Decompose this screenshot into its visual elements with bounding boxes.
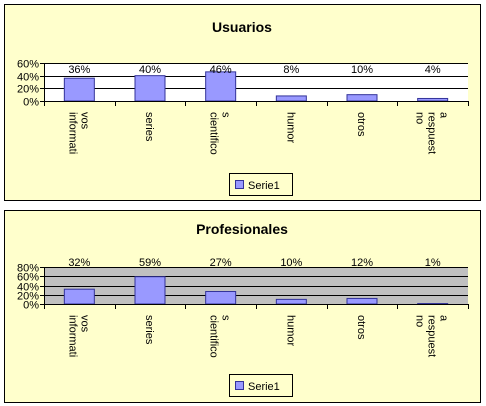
bar	[205, 71, 237, 102]
category-label: series	[143, 112, 155, 142]
data-label: 40%	[139, 64, 161, 76]
legend-label: Serie1	[248, 381, 280, 393]
category-label-line: a	[438, 112, 450, 119]
category-label: humor	[284, 112, 296, 144]
category-label-line: s	[220, 112, 232, 118]
legend-box	[229, 374, 293, 397]
y-tick-label: 20%	[17, 291, 39, 303]
category-label-line: informati	[66, 315, 78, 357]
y-tick-label: 80%	[17, 263, 39, 275]
y-tick-label: 60%	[17, 59, 39, 71]
bar	[63, 77, 95, 102]
category-label: cientificos	[208, 315, 232, 358]
data-label: 8%	[283, 64, 299, 76]
y-tick-label: 0%	[23, 300, 39, 312]
category-label-line: otros	[355, 315, 367, 340]
legend-box	[229, 173, 293, 196]
category-label-line: no	[414, 112, 426, 124]
bar	[417, 97, 449, 102]
bar	[346, 297, 378, 305]
bar	[134, 75, 166, 102]
category-label-line: humor	[284, 112, 296, 144]
y-tick-label: 0%	[23, 97, 39, 109]
y-tick-label: 40%	[17, 282, 39, 294]
category-label: otros	[355, 315, 367, 340]
chart-panel	[4, 210, 481, 403]
bar	[63, 288, 95, 305]
data-label: 10%	[351, 64, 373, 76]
data-label: 27%	[210, 257, 232, 269]
category-label-line: otros	[355, 112, 367, 137]
data-label: 32%	[68, 257, 90, 269]
bar	[275, 95, 307, 102]
y-tick-label: 20%	[17, 84, 39, 96]
category-label-line: vos	[78, 315, 90, 333]
legend-swatch	[235, 180, 244, 189]
chart-title: Usuarios	[212, 19, 272, 35]
category-label-line: cientifico	[208, 315, 220, 358]
legend-swatch	[235, 381, 244, 390]
category-label: norespuesta	[414, 112, 450, 154]
category-label: informativos	[66, 315, 90, 357]
data-label: 59%	[139, 257, 161, 269]
plot-area	[44, 267, 468, 304]
category-label: cientificos	[208, 112, 232, 155]
y-tick-label: 60%	[17, 272, 39, 284]
data-label: 1%	[425, 257, 441, 269]
category-label-line: a	[438, 315, 450, 322]
bar	[134, 276, 166, 305]
category-label-line: no	[414, 315, 426, 327]
bar	[275, 298, 307, 305]
data-label: 4%	[425, 64, 441, 76]
chart-panel	[4, 4, 481, 201]
category-label: otros	[355, 112, 367, 137]
y-tick-label: 40%	[17, 72, 39, 84]
category-label: series	[143, 315, 155, 345]
category-label: norespuesta	[414, 315, 450, 357]
bar	[346, 94, 378, 102]
category-label-line: s	[220, 315, 232, 321]
data-label: 12%	[351, 257, 373, 269]
chart-1: Profesionales 0%20%40%60%80% 32% informativ…	[4, 210, 481, 403]
legend-label: Serie1	[248, 180, 280, 192]
category-label: informativos	[66, 112, 90, 154]
category-label-line: vos	[78, 112, 90, 130]
data-label: 46%	[210, 64, 232, 76]
data-label: 36%	[68, 64, 90, 76]
category-label-line: series	[143, 315, 155, 345]
plot-area	[44, 63, 468, 101]
category-label-line: respuest	[426, 315, 438, 357]
category-label-line: cientifico	[208, 112, 220, 155]
category-label-line: series	[143, 112, 155, 142]
bar	[205, 291, 237, 305]
category-label-line: informati	[66, 112, 78, 154]
category-label-line: humor	[284, 315, 296, 347]
data-label: 10%	[280, 257, 302, 269]
chart-title: Profesionales	[196, 221, 288, 237]
category-label: humor	[284, 315, 296, 347]
category-label-line: respuest	[426, 112, 438, 154]
